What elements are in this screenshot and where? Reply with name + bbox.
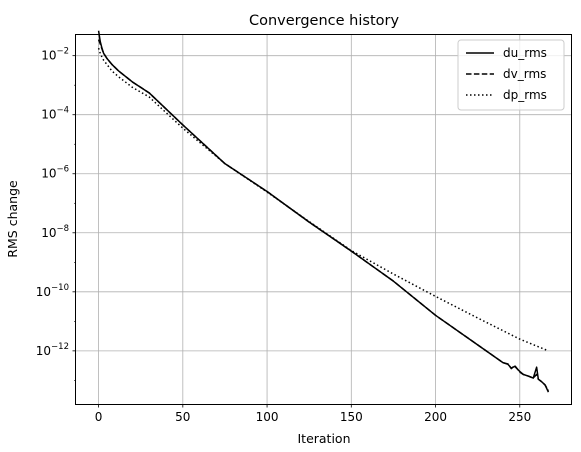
x-tick-label: 100 xyxy=(256,410,279,424)
legend: du_rms dv_rms dp_rms xyxy=(457,39,565,111)
ticks: 0 50 100 150 200 25010−1210−1010−810−610−410−… xyxy=(36,47,531,424)
y-tick-exponent: −12 xyxy=(51,342,69,352)
y-tick-base: 10 xyxy=(41,49,56,63)
x-tick-label: 150 xyxy=(340,410,363,424)
grid xyxy=(76,35,571,404)
y-tick-base: 10 xyxy=(41,226,56,240)
y-tick-exponent: −10 xyxy=(51,283,69,293)
y-tick-base: 10 xyxy=(41,167,56,181)
y-tick-exponent: −4 xyxy=(56,106,69,116)
legend-label: du_rms xyxy=(503,46,547,60)
y-tick-label: 10−10 xyxy=(36,283,69,299)
y-tick-base: 10 xyxy=(36,344,51,358)
x-tick-label: 200 xyxy=(424,410,447,424)
series-line-dp-rms xyxy=(97,47,549,352)
y-tick-label: 10−8 xyxy=(41,224,69,240)
y-tick-label: 10−2 xyxy=(41,47,69,63)
x-tick-label: 250 xyxy=(508,410,531,424)
chart-title: Convergence history xyxy=(249,13,400,29)
y-axis-label: RMS change xyxy=(5,180,20,258)
legend-label: dv_rms xyxy=(503,67,546,81)
legend-label: dp_rms xyxy=(503,88,547,102)
series-line-dv-rms xyxy=(97,39,550,392)
legend-box xyxy=(457,39,565,111)
x-tick-label: 50 xyxy=(175,410,190,424)
x-tick-label: 0 xyxy=(95,410,103,424)
y-tick-exponent: −6 xyxy=(56,165,69,175)
series-layer xyxy=(97,30,550,393)
y-tick-base: 10 xyxy=(41,108,56,122)
plot-frame xyxy=(75,34,572,405)
y-tick-exponent: −2 xyxy=(56,47,69,57)
y-tick-label: 10−12 xyxy=(36,342,69,358)
y-tick-label: 10−6 xyxy=(41,165,69,181)
y-tick-exponent: −8 xyxy=(56,224,69,234)
y-tick-base: 10 xyxy=(36,285,51,299)
y-tick-label: 10−4 xyxy=(41,106,69,122)
x-axis-label: Iteration xyxy=(297,431,350,446)
